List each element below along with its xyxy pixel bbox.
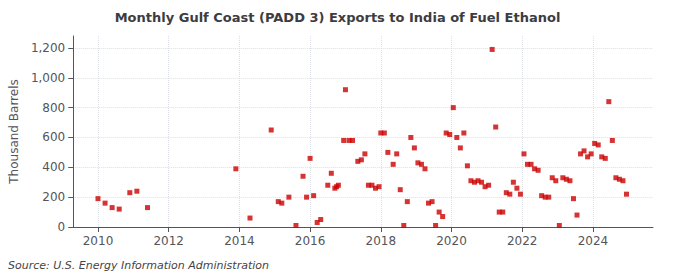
svg-text:200: 200: [42, 190, 65, 204]
svg-text:2014: 2014: [224, 234, 255, 248]
svg-text:400: 400: [42, 160, 65, 174]
svg-text:2016: 2016: [295, 234, 326, 248]
svg-text:Monthly Gulf Coast (PADD 3) Ex: Monthly Gulf Coast (PADD 3) Exports to I…: [115, 10, 561, 25]
svg-text:0: 0: [58, 220, 66, 234]
svg-text:800: 800: [42, 101, 65, 115]
svg-text:Thousand Barrels: Thousand Barrels: [7, 79, 21, 184]
svg-text:600: 600: [42, 130, 65, 144]
svg-text:2024: 2024: [578, 234, 609, 248]
svg-text:1,200: 1,200: [31, 41, 65, 55]
svg-text:2010: 2010: [83, 234, 114, 248]
svg-text:2022: 2022: [507, 234, 538, 248]
svg-text:Source: U.S. Energy Informatio: Source: U.S. Energy Information Administ…: [8, 259, 269, 272]
svg-text:2020: 2020: [436, 234, 467, 248]
svg-text:2012: 2012: [153, 234, 184, 248]
svg-text:1,000: 1,000: [31, 71, 65, 85]
svg-text:2018: 2018: [366, 234, 397, 248]
